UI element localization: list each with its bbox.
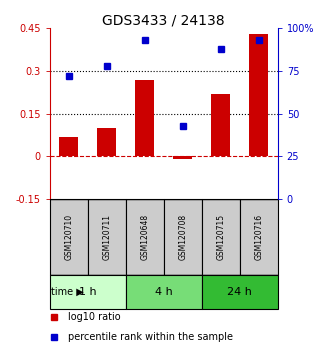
Bar [88,199,126,275]
Text: 24 h: 24 h [227,287,252,297]
Bar [50,275,126,309]
Text: log10 ratio: log10 ratio [68,312,121,322]
Bar [126,275,202,309]
Bar [126,199,164,275]
Bar [173,156,192,159]
Bar [164,199,202,275]
Text: percentile rank within the sample: percentile rank within the sample [68,332,233,342]
Bar [202,275,278,309]
Text: 4 h: 4 h [155,287,173,297]
Bar [249,34,268,156]
Text: 1 h: 1 h [79,287,97,297]
Bar [211,94,230,156]
Text: GSM120648: GSM120648 [140,214,149,260]
Text: GSM120716: GSM120716 [254,214,263,260]
Title: GDS3433 / 24138: GDS3433 / 24138 [102,13,225,27]
Bar [240,199,278,275]
Text: GSM120708: GSM120708 [178,214,187,260]
Bar [59,137,78,156]
Text: GSM120715: GSM120715 [216,214,225,260]
Text: GSM120711: GSM120711 [102,214,111,260]
Bar [135,80,154,156]
Bar [97,128,116,156]
Bar [50,199,88,275]
Text: time ▶: time ▶ [50,287,83,297]
Bar [202,199,240,275]
Text: GSM120710: GSM120710 [64,214,73,260]
